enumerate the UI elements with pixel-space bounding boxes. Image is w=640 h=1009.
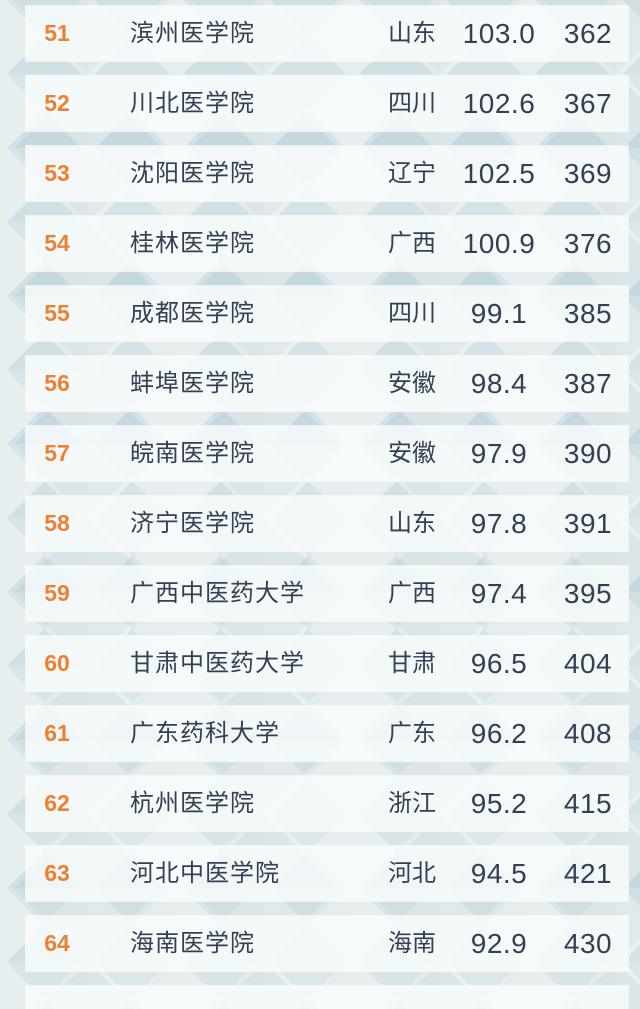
province-cell: 河北 xyxy=(388,860,436,887)
table-row: 59 广西中医药大学 广西 97.4 395 xyxy=(25,565,629,622)
table-row: 57 皖南医学院 安徽 97.9 390 xyxy=(25,425,629,482)
college-name: 广东药科大学 xyxy=(130,720,280,747)
rank-cell: 57 xyxy=(44,440,70,466)
national-rank-cell: 415 xyxy=(563,788,613,819)
province-cell: 四川 xyxy=(388,90,436,117)
college-name: 成都医学院 xyxy=(130,300,255,327)
table-row: 61 广东药科大学 广东 96.2 408 xyxy=(25,705,629,762)
province-cell: 四川 xyxy=(388,300,436,327)
score-cell: 103.0 xyxy=(462,18,536,49)
score-cell: 95.2 xyxy=(470,788,528,819)
college-name: 桂林医学院 xyxy=(130,230,255,257)
national-rank-cell: 430 xyxy=(563,928,613,959)
table-row: 62 杭州医学院 浙江 95.2 415 xyxy=(25,775,629,832)
college-name: 蚌埠医学院 xyxy=(130,370,255,397)
college-name: 川北医学院 xyxy=(130,90,255,117)
national-rank-cell: 385 xyxy=(563,298,613,329)
province-cell: 山东 xyxy=(388,510,436,537)
rank-cell: 53 xyxy=(44,160,70,186)
province-cell: 甘肃 xyxy=(388,650,436,677)
score-cell: 99.1 xyxy=(470,298,528,329)
province-cell: 安徽 xyxy=(388,440,436,467)
national-rank-cell: 421 xyxy=(563,858,613,889)
table-row: 60 甘肃中医药大学 甘肃 96.5 404 xyxy=(25,635,629,692)
score-cell: 92.9 xyxy=(470,928,528,959)
score-cell: 97.9 xyxy=(470,438,528,469)
province-cell: 广西 xyxy=(388,580,436,607)
rank-cell: 55 xyxy=(44,300,70,326)
rank-cell: 52 xyxy=(44,90,70,116)
national-rank-cell: 367 xyxy=(563,88,613,119)
score-cell: 100.9 xyxy=(462,228,536,259)
college-name: 济宁医学院 xyxy=(130,510,255,537)
score-cell: 94.5 xyxy=(470,858,528,889)
rank-cell: 54 xyxy=(44,230,70,256)
national-rank-cell: 362 xyxy=(563,18,613,49)
table-row: 54 桂林医学院 广西 100.9 376 xyxy=(25,215,629,272)
national-rank-cell: 404 xyxy=(563,648,613,679)
table-row: 53 沈阳医学院 辽宁 102.5 369 xyxy=(25,145,629,202)
table-row: 55 成都医学院 四川 99.1 385 xyxy=(25,285,629,342)
rank-cell: 63 xyxy=(44,860,70,886)
table-row: 52 川北医学院 四川 102.6 367 xyxy=(25,75,629,132)
college-name: 甘肃中医药大学 xyxy=(130,650,305,677)
college-name: 河北中医学院 xyxy=(130,860,280,887)
score-cell: 102.5 xyxy=(462,158,536,189)
table-row: 58 济宁医学院 山东 97.8 391 xyxy=(25,495,629,552)
national-rank-cell: 390 xyxy=(563,438,613,469)
rank-cell: 51 xyxy=(44,20,70,46)
rank-cell: 64 xyxy=(44,930,70,956)
province-cell: 广东 xyxy=(388,720,436,747)
national-rank-cell: 391 xyxy=(563,508,613,539)
table-row: 64 海南医学院 海南 92.9 430 xyxy=(25,915,629,972)
province-cell: 辽宁 xyxy=(388,160,436,187)
college-name: 广西中医药大学 xyxy=(130,580,305,607)
college-name: 沈阳医学院 xyxy=(130,160,255,187)
national-rank-cell: 387 xyxy=(563,368,613,399)
province-cell: 浙江 xyxy=(388,790,436,817)
rank-cell: 59 xyxy=(44,580,70,606)
province-cell: 广西 xyxy=(388,230,436,257)
table-row: 51 滨州医学院 山东 103.0 362 xyxy=(25,5,629,62)
rank-cell: 61 xyxy=(44,720,70,746)
table-row: 63 河北中医学院 河北 94.5 421 xyxy=(25,845,629,902)
table-row: 56 蚌埠医学院 安徽 98.4 387 xyxy=(25,355,629,412)
rank-cell: 58 xyxy=(44,510,70,536)
college-name: 海南医学院 xyxy=(130,930,255,957)
national-rank-cell: 376 xyxy=(563,228,613,259)
score-cell: 96.5 xyxy=(470,648,528,679)
rank-cell: 60 xyxy=(44,650,70,676)
college-name: 杭州医学院 xyxy=(130,790,255,817)
score-cell: 96.2 xyxy=(470,718,528,749)
score-cell: 97.4 xyxy=(470,578,528,609)
national-rank-cell: 369 xyxy=(563,158,613,189)
table-row-partial xyxy=(25,985,629,1009)
college-name: 皖南医学院 xyxy=(130,440,255,467)
national-rank-cell: 408 xyxy=(563,718,613,749)
score-cell: 97.8 xyxy=(470,508,528,539)
national-rank-cell: 395 xyxy=(563,578,613,609)
score-cell: 98.4 xyxy=(470,368,528,399)
college-name: 滨州医学院 xyxy=(130,20,255,47)
province-cell: 安徽 xyxy=(388,370,436,397)
rank-cell: 62 xyxy=(44,790,70,816)
province-cell: 山东 xyxy=(388,20,436,47)
province-cell: 海南 xyxy=(388,930,436,957)
rank-cell: 56 xyxy=(44,370,70,396)
score-cell: 102.6 xyxy=(462,88,536,119)
